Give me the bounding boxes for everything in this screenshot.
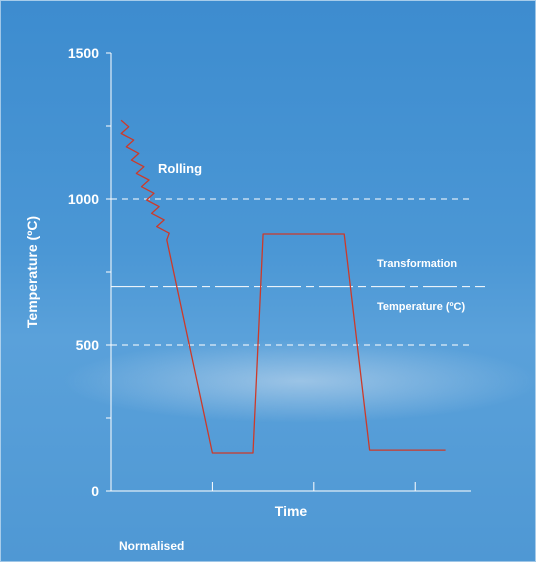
y-tick-label: 1000 bbox=[68, 191, 99, 207]
caption-text: Normalised bbox=[119, 539, 184, 553]
x-axis-label: Time bbox=[275, 503, 308, 519]
axes bbox=[110, 53, 471, 492]
temperature-series-line bbox=[120, 119, 446, 454]
y-tick-label: 0 bbox=[91, 483, 99, 499]
rolling-annotation: Rolling bbox=[158, 161, 202, 176]
reference-lines bbox=[111, 198, 485, 346]
y-tick-label: 1500 bbox=[68, 45, 99, 61]
labels: Temperature (ºC) Time Normalised Rolling… bbox=[24, 161, 465, 553]
y-axis-label: Temperature (ºC) bbox=[24, 216, 40, 328]
transformation-label: Transformation bbox=[377, 258, 457, 270]
ticks: 0 500 1000 1500 bbox=[68, 45, 416, 499]
series-layer bbox=[120, 119, 446, 454]
transformation-temperature-label: Temperature (ºC) bbox=[377, 301, 465, 313]
y-tick-label: 500 bbox=[76, 337, 100, 353]
